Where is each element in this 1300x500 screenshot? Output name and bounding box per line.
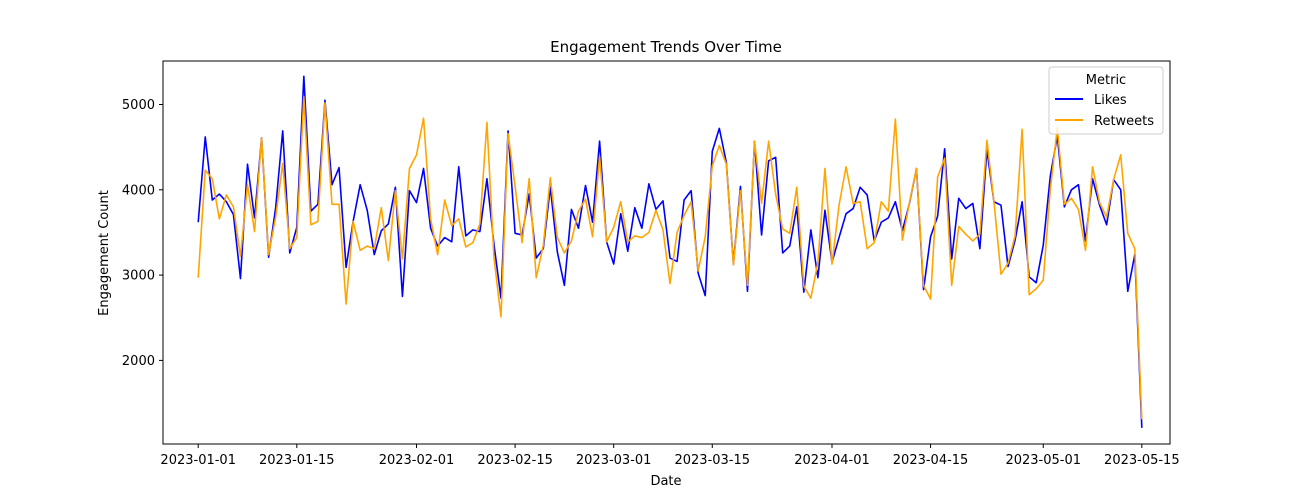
x-tick-label-8: 2023-05-01 [1005, 453, 1081, 468]
plot-frame [162, 60, 1171, 445]
y-tick-label-3: 5000 [122, 98, 155, 113]
y-axis-label: Engagement Count [97, 190, 112, 316]
x-tick-label-9: 2023-05-15 [1104, 453, 1180, 468]
series-line-retweets [197, 96, 1143, 420]
x-tick-label-4: 2023-03-01 [576, 453, 652, 468]
series-line-likes [197, 75, 1143, 428]
x-axis: 2023-01-01 2023-01-15 2023-02-01 2023-02-15… [160, 444, 1180, 468]
y-tick-label-2: 4000 [122, 183, 155, 198]
legend-label-retweets: Retweets [1094, 114, 1154, 129]
y-axis: 2000 3000 4000 5000 [122, 98, 163, 369]
legend-title: Metric [1086, 73, 1126, 88]
x-tick-label-0: 2023-01-01 [160, 453, 236, 468]
legend-box [1048, 66, 1164, 135]
x-tick-label-3: 2023-02-15 [477, 453, 553, 468]
legend-label-likes: Likes [1094, 93, 1127, 108]
legend: Metric Likes Retweets [1048, 66, 1164, 135]
y-tick-label-1: 3000 [122, 269, 155, 284]
y-tick-label-0: 2000 [122, 354, 155, 369]
x-tick-label-1: 2023-01-15 [259, 453, 335, 468]
x-tick-label-6: 2023-04-01 [794, 453, 870, 468]
x-axis-label: Date [650, 474, 681, 489]
x-tick-label-5: 2023-03-15 [674, 453, 750, 468]
x-tick-label-7: 2023-04-15 [893, 453, 969, 468]
x-tick-label-2: 2023-02-01 [379, 453, 455, 468]
plot-lines [197, 75, 1143, 428]
chart-title: Engagement Trends Over Time [550, 38, 782, 56]
